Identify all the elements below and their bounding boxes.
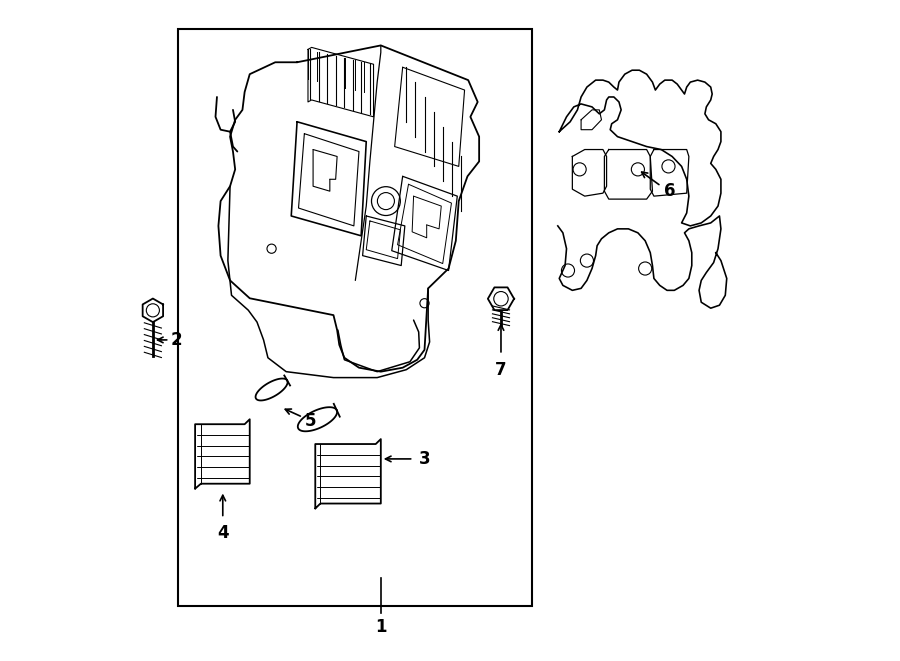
Text: 4: 4: [217, 524, 229, 542]
Text: 1: 1: [375, 619, 387, 637]
Text: 2: 2: [171, 331, 183, 349]
Bar: [178, 29, 532, 605]
Text: 7: 7: [495, 361, 507, 379]
Text: 6: 6: [664, 182, 676, 200]
Text: 5: 5: [304, 412, 316, 430]
Text: 3: 3: [418, 450, 430, 468]
